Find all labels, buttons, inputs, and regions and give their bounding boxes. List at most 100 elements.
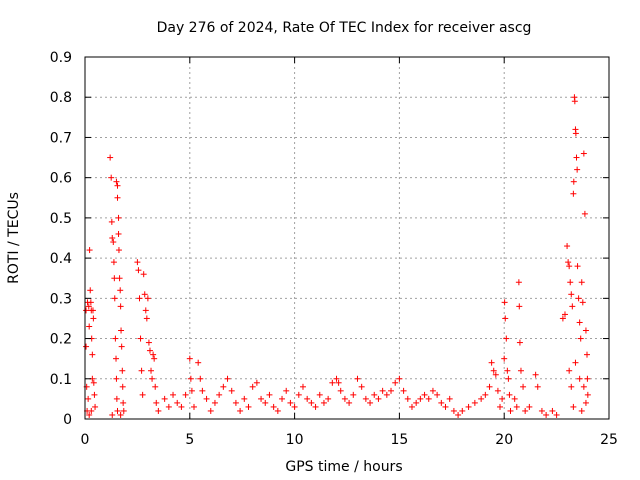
data-point — [304, 395, 311, 402]
data-point — [570, 403, 577, 410]
data-point — [287, 399, 294, 406]
data-point — [581, 210, 588, 217]
data-point — [576, 375, 583, 382]
data-point — [114, 182, 121, 189]
y-tick-label: 0.1 — [50, 372, 72, 388]
data-point — [136, 295, 143, 302]
data-point — [367, 399, 374, 406]
y-tick-label: 0 — [63, 412, 72, 428]
data-point — [576, 319, 583, 326]
data-point — [92, 403, 99, 410]
data-point — [499, 395, 506, 402]
data-point — [582, 399, 589, 406]
data-point — [446, 395, 453, 402]
data-point — [110, 239, 117, 246]
data-point — [120, 407, 127, 414]
data-point — [442, 403, 449, 410]
data-point — [118, 343, 125, 350]
data-point — [538, 407, 545, 414]
data-point — [316, 391, 323, 398]
x-tick-label: 0 — [81, 432, 90, 448]
x-tick-label: 15 — [390, 432, 408, 448]
y-tick-label: 0.2 — [50, 332, 72, 348]
data-point — [583, 351, 590, 358]
data-points — [83, 94, 591, 418]
data-point — [501, 355, 508, 362]
data-point — [574, 166, 581, 173]
data-point — [152, 383, 159, 390]
data-point — [571, 98, 578, 105]
data-point — [511, 395, 518, 402]
data-point — [568, 383, 575, 390]
data-point — [86, 323, 93, 330]
y-tick-label: 0.8 — [50, 90, 72, 106]
data-point — [295, 391, 302, 398]
data-point — [232, 399, 239, 406]
data-point — [320, 399, 327, 406]
x-axis-label: GPS time / hours — [285, 459, 402, 475]
data-point — [388, 387, 395, 394]
data-point — [584, 391, 591, 398]
y-tick-label: 0.6 — [50, 171, 72, 187]
data-point — [490, 367, 497, 374]
data-point — [224, 375, 231, 382]
data-point — [471, 399, 478, 406]
data-point — [335, 379, 342, 386]
data-point — [220, 383, 227, 390]
x-tick-label: 10 — [286, 432, 304, 448]
data-point — [91, 391, 98, 398]
data-point — [274, 407, 281, 414]
data-point — [155, 407, 162, 414]
data-point — [492, 371, 499, 378]
data-point — [120, 399, 127, 406]
data-point — [87, 299, 94, 306]
data-point — [358, 383, 365, 390]
data-point — [346, 399, 353, 406]
y-tick-label: 0.4 — [50, 251, 72, 267]
data-point — [89, 351, 96, 358]
data-point — [108, 174, 115, 181]
data-point — [421, 391, 428, 398]
data-point — [114, 194, 121, 201]
data-point — [566, 263, 573, 270]
data-point — [139, 391, 146, 398]
data-point — [111, 295, 118, 302]
data-point — [455, 411, 462, 418]
data-point — [400, 387, 407, 394]
data-point — [138, 367, 145, 374]
data-point — [333, 375, 340, 382]
data-point — [425, 395, 432, 402]
data-point — [502, 315, 509, 322]
data-point — [578, 407, 585, 414]
data-point — [241, 395, 248, 402]
data-point — [146, 347, 153, 354]
data-point — [375, 395, 382, 402]
data-point — [197, 375, 204, 382]
data-point — [522, 407, 529, 414]
data-point — [505, 375, 512, 382]
data-point — [145, 339, 152, 346]
data-point — [112, 335, 119, 342]
data-point — [417, 395, 424, 402]
data-point — [182, 391, 189, 398]
data-point — [434, 391, 441, 398]
data-point — [532, 371, 539, 378]
data-point — [486, 383, 493, 390]
data-point — [237, 407, 244, 414]
data-point — [575, 295, 582, 302]
data-point — [113, 395, 120, 402]
data-point — [270, 403, 277, 410]
data-point — [110, 259, 117, 266]
data-point — [504, 367, 511, 374]
data-point — [115, 247, 122, 254]
data-point — [567, 279, 574, 286]
data-point — [516, 303, 523, 310]
data-point — [114, 407, 121, 414]
data-point — [86, 411, 93, 418]
data-point — [249, 383, 256, 390]
data-point — [408, 403, 415, 410]
data-point — [574, 263, 581, 270]
data-point — [526, 403, 533, 410]
data-point — [119, 383, 126, 390]
data-point — [178, 403, 185, 410]
